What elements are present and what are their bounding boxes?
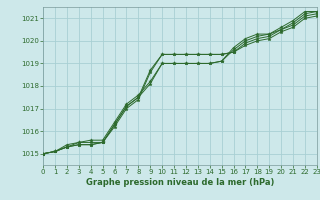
X-axis label: Graphe pression niveau de la mer (hPa): Graphe pression niveau de la mer (hPa)	[86, 178, 274, 187]
